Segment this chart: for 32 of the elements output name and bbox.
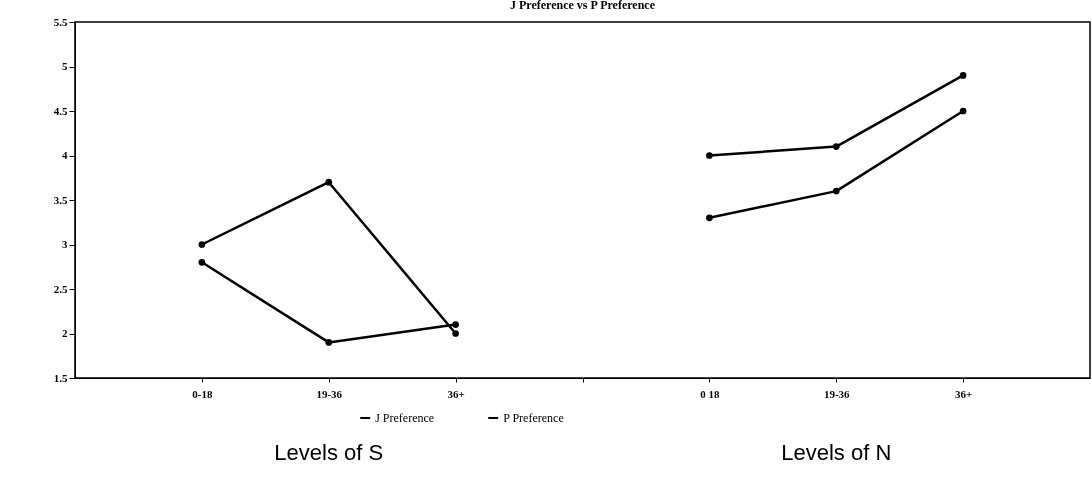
point <box>325 339 333 346</box>
point <box>198 258 206 266</box>
x-tick-label: 19-36 <box>823 387 851 400</box>
x-tick-label: 0-18 <box>192 387 213 400</box>
y-tick-label: 5.5 <box>53 15 68 28</box>
text: Levels of S <box>274 440 384 466</box>
point <box>452 321 459 328</box>
legend-label: P Preference <box>503 411 564 425</box>
y-tick-label: 3.5 <box>53 193 68 206</box>
y-tick-label: 1.5 <box>53 371 68 384</box>
point <box>452 330 459 337</box>
point <box>832 143 840 150</box>
y-tick-label: 5 <box>62 60 68 72</box>
x-tick-label: 19-36 <box>316 387 343 400</box>
legend-label: J Preference <box>375 411 435 425</box>
y-tick-label: 4.5 <box>53 104 68 117</box>
point <box>325 178 333 186</box>
y-tick-label: 3 <box>62 238 68 250</box>
y-tick-label: 4 <box>62 149 68 161</box>
point <box>959 107 967 115</box>
chart-title: J Preference vs P Preference <box>509 0 656 12</box>
text: Levels of N <box>781 440 892 466</box>
point <box>706 152 713 159</box>
x-tick-label: 36+ <box>954 387 973 400</box>
y-tick-label: 2 <box>62 327 68 339</box>
point <box>706 214 713 222</box>
y-tick-label: 2.5 <box>53 282 68 295</box>
point <box>198 241 206 248</box>
point <box>959 72 967 79</box>
point <box>832 187 840 195</box>
x-tick-label: 0 18 <box>700 387 720 400</box>
x-tick-label: 36+ <box>447 387 465 400</box>
